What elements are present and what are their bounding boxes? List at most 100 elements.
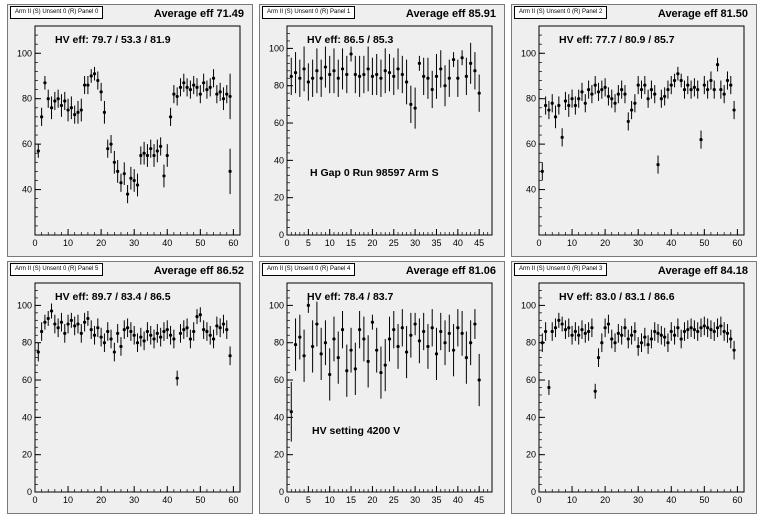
- data-point: [586, 88, 591, 92]
- x-tick-label: 30: [410, 495, 420, 505]
- y-tick-label: 80: [526, 94, 536, 104]
- plot-panel-1: 0 5 10 15 20 25 30 35 40 45 0 20 40 60 80 100 HV eff: 86…: [269, 25, 493, 248]
- data-point: [417, 61, 421, 65]
- data-point: [46, 97, 50, 101]
- x-tick-label: 40: [453, 495, 463, 505]
- plot-panel-3: 0 10 20 30 40 50 60 0 20 40 60 80 100 HV eff: 89.7 / …: [17, 282, 241, 505]
- data-point: [63, 99, 67, 103]
- y-tick-label: 60: [22, 139, 32, 149]
- data-point: [725, 331, 730, 335]
- data-point: [679, 337, 683, 341]
- data-point: [447, 76, 451, 80]
- data-point: [132, 178, 136, 183]
- plot-panel-0: 0 10 20 30 40 50 60 40 60 80 100 HV eff: 79.7 / 53.…: [17, 25, 241, 248]
- data-point: [53, 99, 57, 103]
- x-tick-label: 30: [633, 495, 643, 505]
- x-tick-label: 15: [346, 495, 356, 505]
- data-point: [692, 85, 697, 89]
- data-point: [198, 92, 202, 96]
- data-point: [228, 94, 232, 99]
- hv-eff-label: HV eff: 78.4 / 83.7: [307, 291, 394, 303]
- x-tick-label: 0: [284, 495, 289, 505]
- annotation-label: HV setting 4200 V: [312, 425, 400, 437]
- hv-eff-label: HV eff: 83.0 / 83.1 / 86.6: [559, 291, 675, 303]
- data-point: [358, 74, 362, 78]
- data-point: [469, 341, 473, 345]
- x-tick-label: 5: [306, 495, 311, 505]
- data-point: [293, 71, 298, 75]
- annotation-label: H Gap 0 Run 98597 Arm S: [310, 167, 439, 179]
- x-tick-label: 20: [600, 495, 610, 505]
- y-tick-label: 40: [274, 155, 284, 165]
- data-point: [195, 314, 199, 319]
- data-point: [669, 83, 673, 87]
- hv-eff-label: HV eff: 79.7 / 53.3 / 81.9: [55, 34, 171, 46]
- data-point: [116, 331, 120, 335]
- data-point: [289, 74, 293, 78]
- data-point: [563, 99, 568, 103]
- data-point: [709, 78, 713, 83]
- data-point: [152, 337, 156, 341]
- data-point: [116, 169, 120, 173]
- data-point: [202, 81, 206, 85]
- data-point: [79, 108, 83, 112]
- data-point: [162, 174, 166, 178]
- data-point: [135, 341, 140, 345]
- x-tick-label: 40: [162, 238, 172, 248]
- data-point: [669, 329, 673, 334]
- data-point: [66, 108, 70, 112]
- data-point: [221, 97, 226, 101]
- data-point: [666, 88, 670, 92]
- data-point: [145, 153, 150, 158]
- data-point: [340, 328, 345, 332]
- x-tick-label: 25: [389, 238, 399, 248]
- data-point: [165, 328, 169, 332]
- data-point: [689, 88, 693, 92]
- data-point: [349, 348, 353, 352]
- data-point: [447, 331, 451, 335]
- data-point: [149, 333, 153, 337]
- plot-panel-4: 0 5 10 15 20 25 30 35 40 45 0 20 40 60 80 100 HV eff: 78…: [269, 282, 493, 505]
- data-point: [182, 81, 186, 85]
- x-tick-label: 25: [389, 495, 399, 505]
- data-point: [639, 88, 644, 92]
- y-tick-label: 100: [17, 48, 32, 58]
- data-point: [332, 337, 336, 341]
- data-point: [49, 106, 54, 110]
- y-tick-label: 80: [526, 338, 536, 348]
- y-tick-label: 40: [526, 412, 536, 422]
- data-point: [682, 88, 687, 92]
- data-point: [152, 153, 156, 158]
- y-tick-label: 0: [279, 230, 284, 240]
- data-point: [208, 333, 212, 337]
- data-point: [89, 74, 93, 78]
- data-point: [623, 92, 627, 96]
- y-tick-label: 80: [274, 81, 284, 91]
- x-tick-label: 30: [633, 238, 643, 248]
- x-tick-label: 10: [325, 238, 335, 248]
- data-point: [89, 328, 93, 332]
- data-point: [573, 329, 577, 334]
- data-point: [623, 326, 627, 330]
- average-eff-label: Average eff 84.18: [657, 265, 748, 277]
- data-point: [387, 337, 392, 341]
- data-point: [165, 153, 169, 158]
- y-tick-label: 20: [274, 450, 284, 460]
- data-point: [40, 329, 44, 334]
- data-point: [392, 328, 396, 332]
- data-point: [560, 135, 564, 139]
- x-tick-label: 45: [474, 238, 484, 248]
- data-point: [692, 328, 697, 332]
- data-point: [719, 324, 723, 328]
- average-eff-label: Average eff 85.91: [405, 8, 496, 20]
- data-point: [392, 74, 396, 78]
- y-tick-label: 60: [274, 118, 284, 128]
- x-tick-label: 30: [410, 238, 420, 248]
- data-point: [706, 88, 710, 92]
- data-point: [132, 333, 136, 337]
- data-point: [439, 329, 443, 334]
- data-point: [732, 108, 736, 112]
- panel-5: Arm II (S) Unsent 0 (R) Panel 3 Average …: [511, 261, 757, 514]
- y-tick-label: 100: [269, 300, 284, 310]
- data-point: [613, 341, 617, 345]
